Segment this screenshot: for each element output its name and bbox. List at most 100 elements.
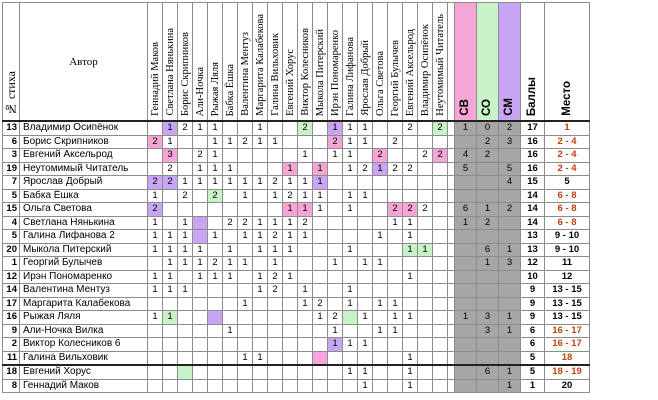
author-name: Бабка Ёшка [19,188,148,203]
vote-cell [387,364,403,380]
gap-cell [447,269,455,284]
score-cell: 6 [520,337,545,352]
author-name: Ольга Светова [19,202,148,217]
vote-cell [387,148,403,163]
vote-cell: 1 [402,269,418,284]
author-name: Виктор Колесников 6 [19,337,148,352]
vote-cell [222,120,238,136]
vote-cell [267,350,283,366]
poem-number: 5 [2,229,20,244]
vote-cell [327,296,343,311]
gap-cell [447,378,455,393]
vote-cell [192,202,208,217]
score-cell: 16 [520,161,545,176]
author-name: Ирэн Пономаренко [19,269,148,284]
sm-cell [498,296,521,311]
vote-cell [312,337,328,352]
gap-cell [447,242,455,257]
so-cell [476,337,499,352]
vote-cell [297,161,313,176]
vote-cell [237,242,253,257]
author-name: Галина Вильховик [19,350,148,366]
author-name: Валентина Ментуз [19,283,148,298]
gap-cell [447,350,455,366]
vote-cell: 1 [252,242,268,257]
vote-cell [372,188,388,203]
vote-cell [237,337,253,352]
vote-cell: 1 [357,378,373,393]
vote-cell [192,215,208,230]
score-cell: 17 [520,120,545,136]
vote-cell: 1 [282,229,298,244]
vote-cell [417,256,433,271]
vote-cell [192,337,208,352]
vote-cell [267,337,283,352]
vote-cell: 1 [207,229,223,244]
vote-cell [252,256,268,271]
vote-cell: 2 [147,134,163,149]
table-row: 5 Бабка Ёшка 1 2 2 1 1 2 1 1 1 1 14 6 - 8 [2,188,590,203]
vote-cell [177,323,193,338]
vote-cell: 1 [177,229,193,244]
author-header: Автор [19,2,148,122]
poem-number: 18 [2,364,20,380]
vote-cell [432,215,448,230]
vote-cell [207,310,223,325]
vote-cell [417,323,433,338]
vote-cell: 1 [342,283,358,298]
poem-number: 17 [2,296,20,311]
vote-cell [297,310,313,325]
vote-cell [162,215,178,230]
place-cell: 1 [544,120,590,136]
poem-number: 6 [2,134,20,149]
vote-cell [372,215,388,230]
so-cell: 6 [476,242,499,257]
vote-cell [282,364,298,380]
vote-cell [237,161,253,176]
vote-cell: 1 [192,242,208,257]
poem-number: 3 [2,148,20,163]
vote-cell [432,323,448,338]
vote-cell [177,269,193,284]
gap-cell [447,120,455,136]
vote-cell: 1 [147,215,163,230]
vote-cell [327,242,343,257]
voter-header: Евгений Аксельрод [402,2,418,122]
so-cell [476,188,499,203]
voter-header: Али-Ночка [192,2,208,122]
vote-cell: 1 [402,229,418,244]
vote-cell: 1 [162,283,178,298]
vote-cell [402,296,418,311]
vote-cell [312,323,328,338]
vote-cell [177,148,193,163]
vote-cell [237,283,253,298]
vote-cell: 2 [372,148,388,163]
vote-cell: 1 [402,378,418,393]
vote-cell [357,202,373,217]
vote-cell: 1 [282,269,298,284]
vote-cell: 2 [312,296,328,311]
vote-cell [222,148,238,163]
vote-cell [417,161,433,176]
gap-cell [447,296,455,311]
vote-cell [417,364,433,380]
vote-cell: 2 [177,188,193,203]
author-name: Неутомимый Читатель [19,161,148,176]
poem-number: 2 [2,337,20,352]
sv-cell: 6 [454,202,477,217]
vote-cell [177,161,193,176]
vote-cell: 3 [162,148,178,163]
vote-cell [357,229,373,244]
so-cell [476,269,499,284]
vote-cell [312,350,328,366]
vote-cell [282,283,298,298]
place-cell: 9 - 10 [544,242,590,257]
vote-cell [297,337,313,352]
vote-cell: 2 [417,148,433,163]
vote-cell [417,350,433,366]
score-cell: 9 [520,283,545,298]
vote-cell: 2 [432,148,448,163]
sm-cell [498,269,521,284]
so-cell: 3 [476,310,499,325]
score-cell: 9 [520,310,545,325]
